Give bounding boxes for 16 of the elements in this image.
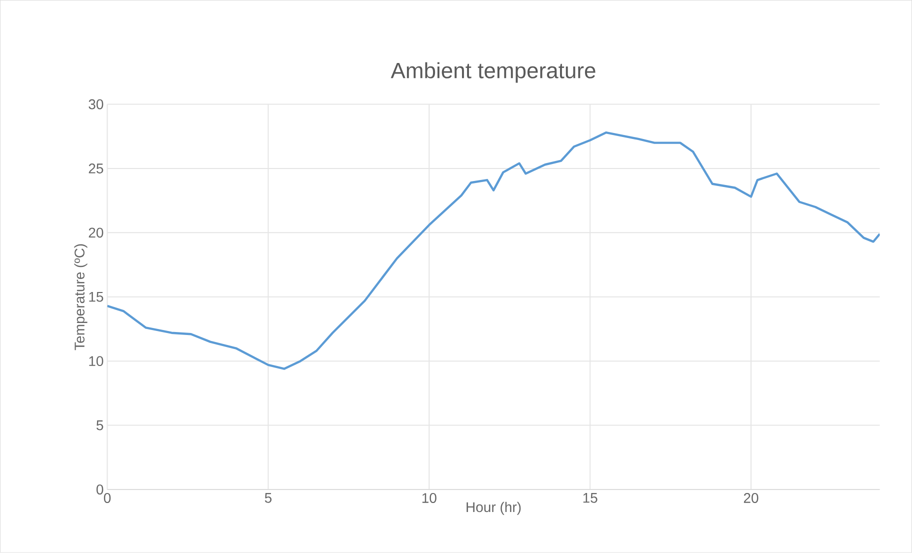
y-tick-label: 15	[89, 292, 104, 302]
x-tick-label: 5	[264, 493, 272, 503]
y-tick-label: 30	[88, 99, 104, 110]
x-tick-label: 0	[104, 493, 111, 504]
x-axis-title: Hour (hr)	[466, 502, 521, 516]
x-tick-label: 20	[744, 493, 758, 504]
y-axis-title: Temperature (ºC)	[74, 244, 88, 350]
y-tick-label: 10	[89, 356, 104, 366]
y-tick-label: 20	[88, 228, 104, 238]
line-series	[107, 132, 880, 370]
x-tick-label: 15	[583, 493, 598, 503]
chart-title: Ambient temperature	[390, 62, 596, 83]
y-tick-label: 5	[96, 420, 104, 430]
y-tick-label: 25	[88, 164, 104, 174]
x-tick-label: 10	[422, 493, 436, 504]
y-tick-label: 0	[96, 484, 104, 495]
